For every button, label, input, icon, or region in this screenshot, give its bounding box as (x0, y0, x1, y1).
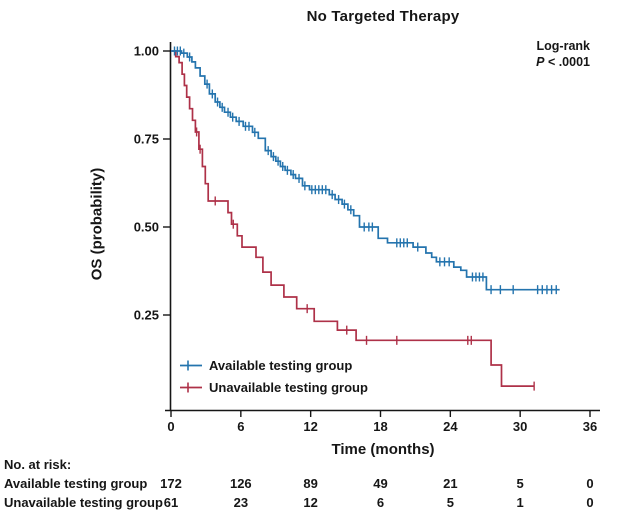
risk-count: 6 (376, 495, 385, 510)
risk-count: 5 (446, 495, 454, 510)
risk-count: 126 (229, 476, 252, 491)
logrank-annotation: Log-rank P < .0001 (440, 38, 590, 70)
legend-label: Available testing group (209, 357, 353, 373)
risk-count: 5 (516, 476, 524, 491)
legend: Available testing group Unavailable testi… (179, 354, 368, 398)
y-tick-label: 1.00 (134, 44, 159, 59)
risk-count: 21 (443, 476, 458, 491)
x-tick-label: 18 (373, 419, 387, 434)
y-tick-label: 0.25 (134, 308, 159, 323)
p-symbol: P (536, 55, 545, 69)
p-value: < .0001 (544, 55, 590, 69)
risk-count: 0 (586, 476, 594, 491)
risk-table-heading: No. at risk: (4, 457, 72, 472)
x-tick-label: 12 (303, 419, 317, 434)
x-tick-label: 6 (237, 419, 244, 434)
risk-count: 61 (163, 495, 179, 510)
y-tick-label: 0.75 (134, 132, 159, 147)
legend-item-unavailable-testing-group: Unavailable testing group (179, 376, 368, 398)
x-tick-label: 0 (167, 419, 174, 434)
risk-row-label-unavailable-testing-group: Unavailable testing group (4, 495, 163, 510)
risk-count: 49 (373, 476, 388, 491)
y-axis-title: OS (probability) (88, 167, 106, 281)
chart-title: No Targeted Therapy (306, 8, 460, 25)
logrank-test-label: Log-rank (536, 39, 590, 53)
y-tick-label: 0.50 (134, 220, 159, 235)
legend-marker-censored-line-icon (180, 382, 202, 393)
risk-count: 172 (160, 476, 182, 491)
x-tick-label: 24 (443, 419, 458, 434)
risk-row-label-available-testing-group: Available testing group (4, 476, 148, 491)
x-axis-title: Time (months) (331, 441, 435, 458)
legend-marker-censored-line-icon (180, 360, 202, 371)
legend-label: Unavailable testing group (209, 379, 368, 395)
km-curve-available-testing-group (171, 50, 560, 291)
risk-count: 0 (586, 495, 594, 510)
risk-count: 89 (303, 476, 318, 491)
km-curve-unavailable-testing-group (171, 50, 535, 387)
km-plot-canvas: 1.00 0.75 0.50 0.25 0 6 12 18 24 30 36 (134, 42, 600, 434)
x-tick-label: 30 (513, 419, 527, 434)
legend-item-available-testing-group: Available testing group (179, 354, 368, 376)
risk-count: 23 (233, 495, 249, 510)
risk-count: 12 (303, 495, 318, 510)
x-tick-label: 36 (583, 419, 597, 434)
risk-count: 1 (516, 495, 524, 510)
